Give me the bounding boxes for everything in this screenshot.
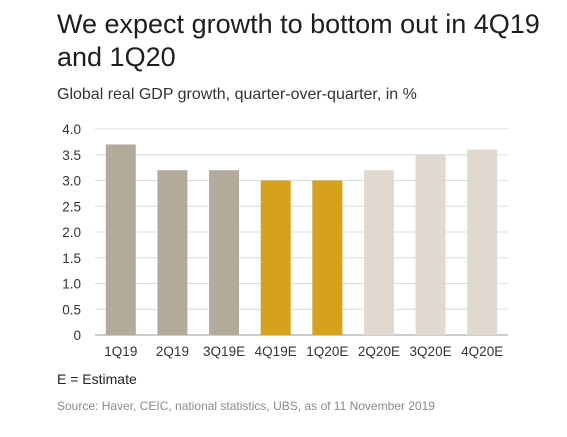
y-tick-label: 3.0	[62, 174, 81, 189]
y-tick-label: 2.5	[62, 199, 81, 214]
y-tick-label: 1.5	[62, 251, 81, 266]
x-tick-label: 1Q20E	[306, 344, 348, 359]
chart-subtitle: Global real GDP growth, quarter-over-qua…	[57, 86, 417, 103]
x-tick-label: 1Q19	[104, 344, 137, 359]
y-tick-label: 3.5	[62, 148, 81, 163]
y-tick-label: 1.0	[62, 277, 81, 292]
x-tick-label: 2Q19	[156, 344, 189, 359]
bar-4q20e	[467, 149, 498, 335]
bars	[105, 144, 498, 335]
y-axis-ticks: 0 0.5 1.0 1.5 2.0 2.5 3.0 3.5 4.0	[62, 122, 81, 343]
y-tick-label: 2.0	[62, 225, 81, 240]
bar-3q19e	[209, 170, 240, 335]
chart-title: We expect growth to bottom out in 4Q19 a…	[57, 9, 540, 72]
x-tick-label: 3Q20E	[410, 344, 452, 359]
x-tick-label: 2Q20E	[358, 344, 400, 359]
source-note: Source: Haver, CEIC, national statistics…	[57, 399, 435, 413]
bar-3q20e	[415, 154, 446, 335]
x-tick-label: 4Q19E	[255, 344, 297, 359]
bar-4q19e	[260, 180, 291, 335]
bar-2q20e	[363, 170, 394, 335]
x-tick-label: 4Q20E	[461, 344, 503, 359]
x-axis-ticks: 1Q19 2Q19 3Q19E 4Q19E 1Q20E 2Q20E 3Q20E 4Q20E	[104, 344, 503, 359]
y-tick-label: 0.5	[62, 302, 81, 317]
y-tick-label: 4.0	[62, 122, 81, 137]
bar-1q19	[105, 144, 136, 335]
bar-1q20e	[312, 180, 343, 335]
y-tick-label: 0	[73, 328, 81, 343]
x-tick-label: 3Q19E	[203, 344, 245, 359]
estimate-note: E = Estimate	[57, 371, 137, 387]
bar-2q19	[157, 170, 188, 335]
gridlines	[95, 128, 508, 336]
